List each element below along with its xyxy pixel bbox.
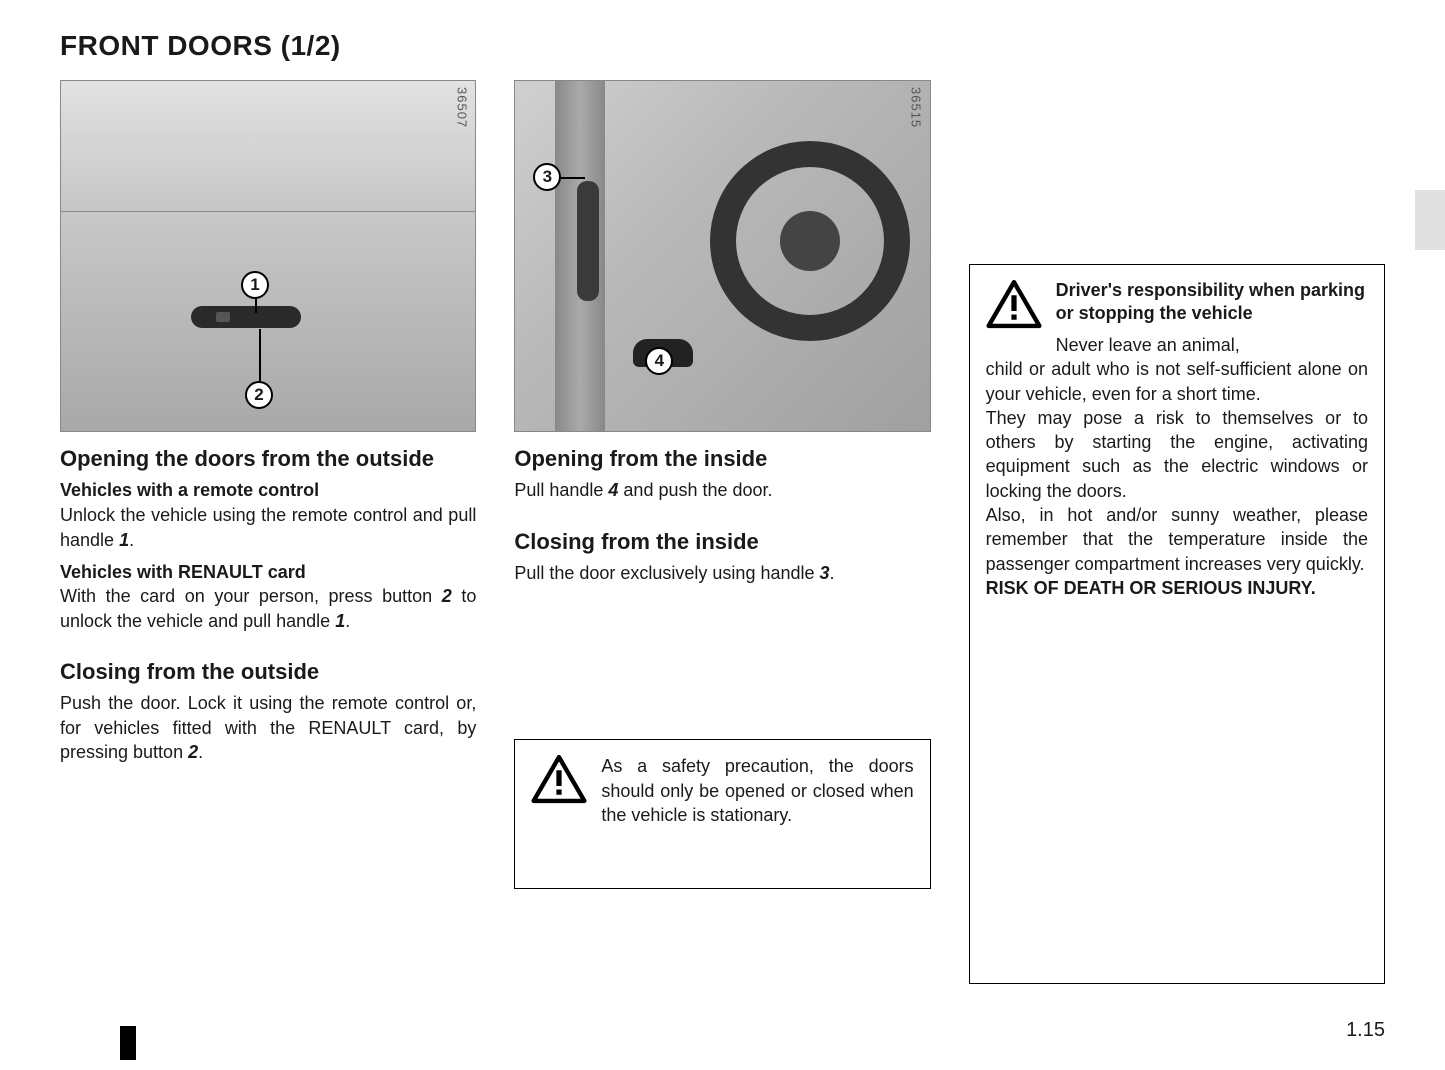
figure-image-number: 36515 bbox=[909, 87, 924, 128]
warning-box-responsibility: Driver's responsibility when parking or … bbox=[969, 264, 1385, 984]
warning-p2: They may pose a risk to themselves or to… bbox=[986, 406, 1368, 503]
warning-triangle-icon bbox=[531, 754, 587, 804]
callout-4: 4 bbox=[645, 347, 673, 375]
warning-triangle-icon bbox=[986, 279, 1042, 329]
warning-p3: Also, in hot and/or sunny weather, pleas… bbox=[986, 503, 1368, 576]
heading-opening-outside: Opening the doors from the outside bbox=[60, 446, 476, 472]
callout-1: 1 bbox=[241, 271, 269, 299]
subheading-renault-card: Vehicles with RENAULT card bbox=[60, 560, 476, 584]
warning-text-stationary: As a safety precaution, the doors should… bbox=[601, 754, 913, 827]
callout-2: 2 bbox=[245, 381, 273, 409]
footer-mark bbox=[120, 1026, 136, 1060]
warning-box-stationary: As a safety precaution, the doors should… bbox=[514, 739, 930, 889]
warning-p1: child or adult who is not self-sufficien… bbox=[986, 357, 1368, 406]
text-remote-unlock: Unlock the vehicle using the remote cont… bbox=[60, 503, 476, 552]
side-tab bbox=[1415, 190, 1445, 250]
warning-title-responsibility: Driver's responsibility when parking or … bbox=[1056, 279, 1368, 326]
subheading-remote-control: Vehicles with a remote control bbox=[60, 480, 476, 501]
text-closing-outside: Push the door. Lock it using the remote … bbox=[60, 691, 476, 764]
text-closing-inside: Pull the door exclusively using handle 3… bbox=[514, 561, 930, 585]
column-middle: 36515 3 4 Opening from the inside Pull h… bbox=[514, 80, 930, 984]
warning-risk: RISK OF DEATH OR SERIOUS INJURY. bbox=[986, 576, 1368, 600]
figure-image-number: 36507 bbox=[454, 87, 469, 128]
content-columns: 36507 1 2 Opening the doors from the out… bbox=[60, 80, 1385, 984]
heading-closing-inside: Closing from the inside bbox=[514, 529, 930, 555]
figure-exterior-door: 36507 1 2 bbox=[60, 80, 476, 432]
text-opening-inside: Pull handle 4 and push the door. bbox=[514, 478, 930, 502]
text-card-unlock: With the card on your person, press butt… bbox=[60, 584, 476, 633]
column-right: Driver's responsibility when parking or … bbox=[969, 80, 1385, 984]
figure-interior-door: 36515 3 4 bbox=[514, 80, 930, 432]
column-left: 36507 1 2 Opening the doors from the out… bbox=[60, 80, 476, 984]
heading-closing-outside: Closing from the outside bbox=[60, 659, 476, 685]
page-title: FRONT DOORS (1/2) bbox=[60, 30, 1385, 62]
page-number: 1.15 bbox=[1346, 1019, 1385, 1042]
warning-p-lead: Never leave an animal, bbox=[986, 333, 1368, 357]
manual-page: FRONT DOORS (1/2) 36507 1 2 Opening the … bbox=[0, 0, 1445, 1024]
heading-opening-inside: Opening from the inside bbox=[514, 446, 930, 472]
